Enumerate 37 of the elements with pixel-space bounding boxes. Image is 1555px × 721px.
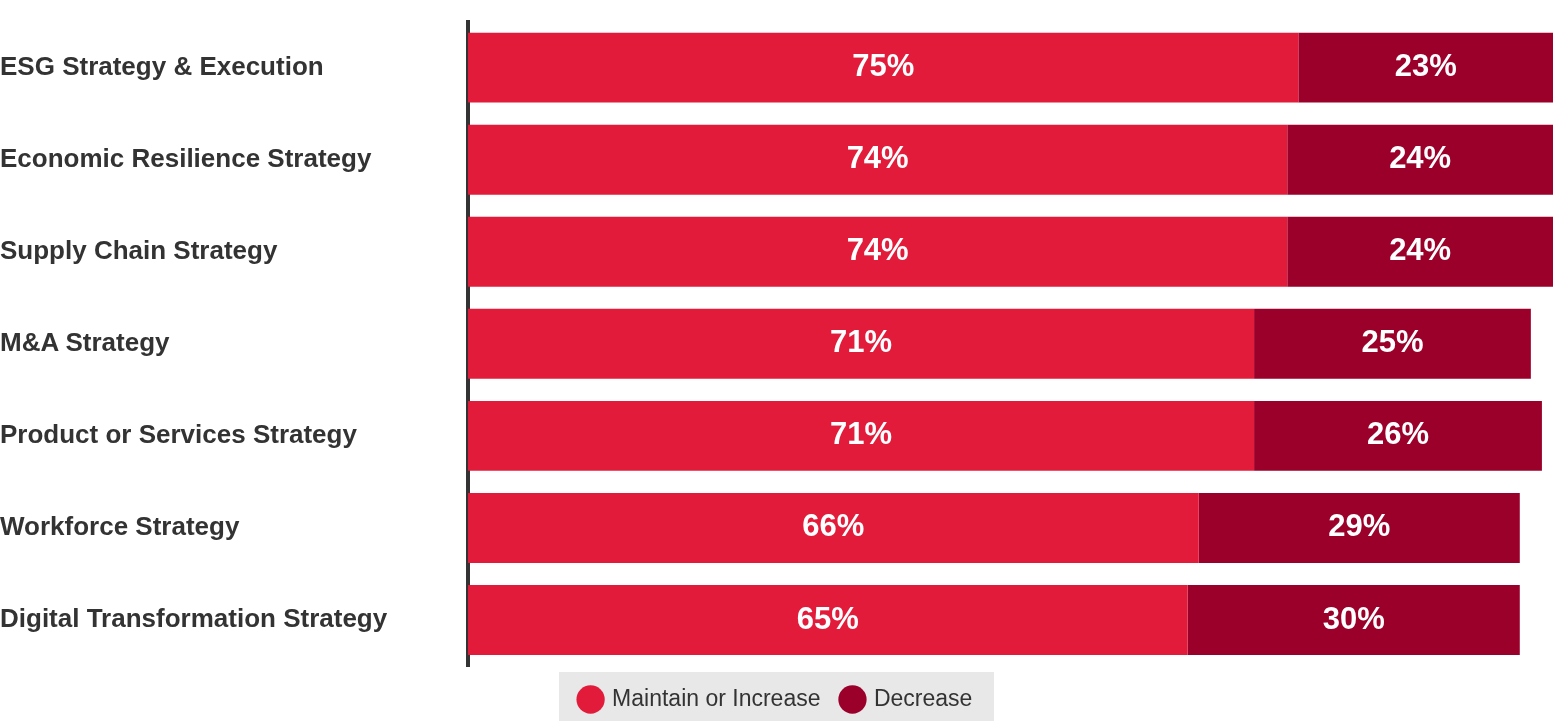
bar xyxy=(1198,492,1520,563)
bar xyxy=(468,492,1199,563)
bar xyxy=(1254,400,1542,471)
data-label: 26% xyxy=(1366,416,1430,452)
bar xyxy=(468,584,1188,655)
y-tick-label: Workforce Strategy xyxy=(0,511,240,542)
legend-label: Decrease xyxy=(873,684,973,711)
legend-label: Maintain or Increase xyxy=(612,684,821,711)
data-label: 66% xyxy=(802,508,865,544)
y-tick-label: Product or Services Strategy xyxy=(0,419,358,450)
data-label: 71% xyxy=(830,416,893,452)
y-tick-label: Digital Transformation Strategy xyxy=(0,603,388,634)
data-label: 74% xyxy=(846,140,909,176)
data-label: 29% xyxy=(1328,508,1391,544)
bar xyxy=(1287,124,1553,195)
bar xyxy=(468,124,1288,195)
bar xyxy=(1254,308,1531,379)
bar xyxy=(1287,216,1553,287)
bar xyxy=(1187,584,1520,655)
data-label: 23% xyxy=(1394,48,1457,84)
bar xyxy=(468,400,1255,471)
bar xyxy=(468,32,1299,103)
data-label: 25% xyxy=(1361,324,1424,360)
y-tick-label: M&A Strategy xyxy=(0,326,171,357)
data-label: 75% xyxy=(852,48,915,84)
data-label: 71% xyxy=(830,324,893,360)
y-tick-label: ESG Strategy & Execution xyxy=(0,50,324,81)
data-label: 24% xyxy=(1389,232,1452,268)
data-label: 74% xyxy=(846,232,909,268)
y-tick-label: Supply Chain Strategy xyxy=(0,234,278,265)
data-label: 24% xyxy=(1389,140,1452,176)
bar xyxy=(468,216,1288,287)
data-label: 30% xyxy=(1322,600,1385,636)
data-label: 65% xyxy=(796,600,859,636)
bar xyxy=(1298,32,1553,103)
y-tick-label: Economic Resilience Strategy xyxy=(0,142,372,173)
bar xyxy=(468,308,1255,379)
